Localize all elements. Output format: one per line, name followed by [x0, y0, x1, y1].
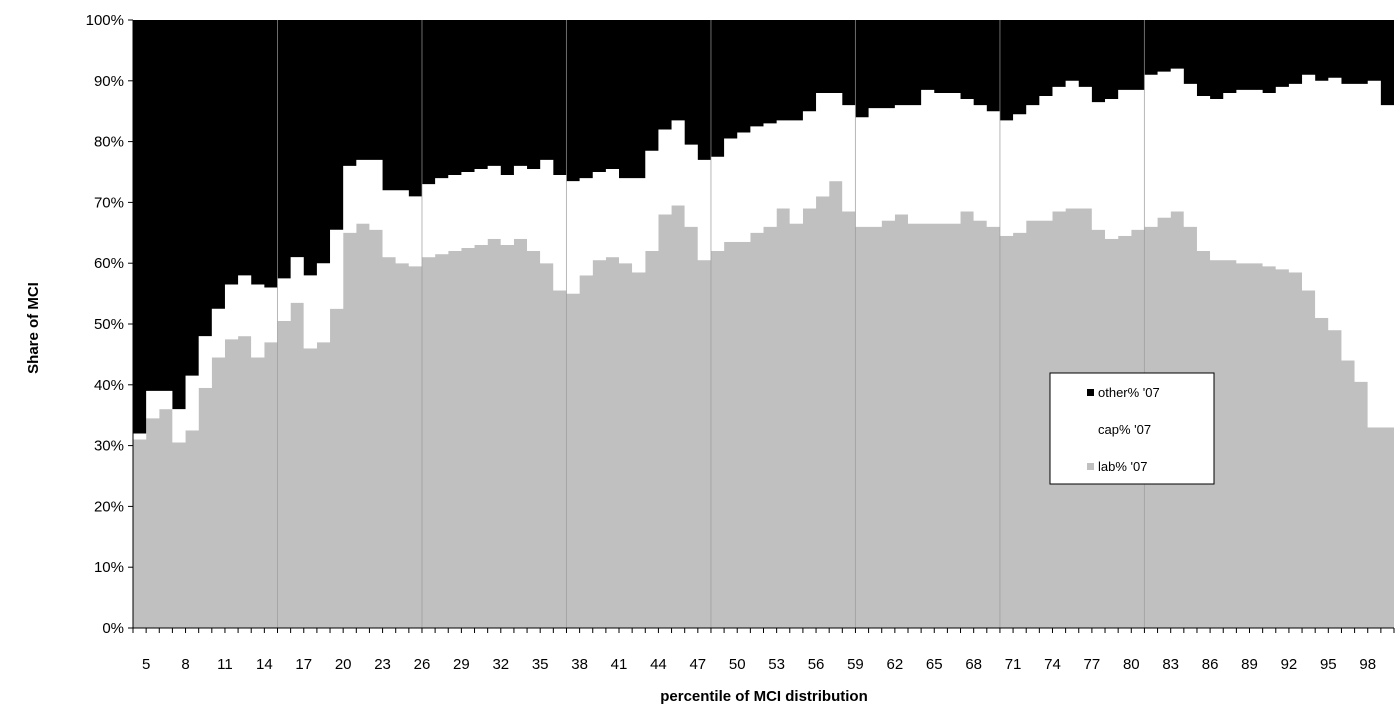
- legend-label: other% '07: [1098, 385, 1160, 400]
- x-tick-label: 92: [1281, 656, 1298, 673]
- y-tick-label: 100%: [86, 12, 124, 29]
- y-tick-label: 40%: [94, 377, 124, 394]
- y-tick-label: 70%: [94, 194, 124, 211]
- x-tick-label: 80: [1123, 656, 1140, 673]
- y-tick-label: 60%: [94, 255, 124, 272]
- y-axis-title: Share of MCI: [25, 282, 42, 374]
- x-tick-label: 59: [847, 656, 864, 673]
- x-tick-label: 26: [414, 656, 431, 673]
- y-tick-label: 30%: [94, 438, 124, 455]
- x-tick-label: 62: [887, 656, 904, 673]
- x-tick-label: 23: [374, 656, 391, 673]
- x-tick-label: 86: [1202, 656, 1219, 673]
- y-tick-label: 50%: [94, 316, 124, 333]
- x-tick-label: 77: [1084, 656, 1101, 673]
- x-tick-label: 5: [142, 656, 150, 673]
- x-tick-label: 71: [1005, 656, 1022, 673]
- x-tick-label: 53: [768, 656, 785, 673]
- y-tick-label: 80%: [94, 134, 124, 151]
- x-tick-label: 38: [571, 656, 588, 673]
- legend: other% '07 cap% '07 lab% '07: [1049, 372, 1215, 485]
- series-area-1: [133, 68, 1394, 443]
- x-tick-label: 74: [1044, 656, 1061, 673]
- x-tick-label: 44: [650, 656, 667, 673]
- x-tick-label: 41: [611, 656, 628, 673]
- plot-area: [133, 20, 1394, 628]
- x-tick-label: 8: [181, 656, 189, 673]
- x-tick-label: 35: [532, 656, 549, 673]
- x-tick-label: 56: [808, 656, 825, 673]
- x-tick-label: 65: [926, 656, 943, 673]
- x-tick-label: 50: [729, 656, 746, 673]
- x-tick-label: 68: [965, 656, 982, 673]
- x-tick-label: 98: [1359, 656, 1376, 673]
- legend-swatch: [1087, 389, 1094, 396]
- legend-box: [1049, 372, 1215, 485]
- x-axis-title: percentile of MCI distribution: [660, 688, 868, 705]
- x-tick-label: 32: [492, 656, 509, 673]
- x-tick-label: 89: [1241, 656, 1258, 673]
- x-tick-label: 29: [453, 656, 470, 673]
- x-tick-label: 11: [217, 656, 233, 673]
- x-tick-label: 17: [295, 656, 312, 673]
- legend-swatch: [1087, 426, 1094, 433]
- x-tick-label: 95: [1320, 656, 1337, 673]
- legend-label: lab% '07: [1098, 459, 1147, 474]
- y-tick-label: 90%: [94, 73, 124, 90]
- legend-swatch: [1087, 463, 1094, 470]
- y-tick-label: 20%: [94, 498, 124, 515]
- vertical-grid: [276, 20, 1145, 628]
- y-tick-label: 10%: [94, 559, 124, 576]
- axes: 0% 10% 20% 30% 40% 50% 60% 70% 80% 90% 100% 5 8 11 14 1…: [86, 12, 1395, 673]
- legend-label: cap% '07: [1098, 422, 1151, 437]
- x-tick-label: 47: [689, 656, 706, 673]
- series-area-0: [133, 181, 1394, 628]
- x-tick-label: 14: [256, 656, 273, 673]
- y-tick-label: 0%: [102, 620, 124, 637]
- x-tick-label: 20: [335, 656, 352, 673]
- series-area-2: [133, 20, 1394, 434]
- x-tick-label: 83: [1162, 656, 1179, 673]
